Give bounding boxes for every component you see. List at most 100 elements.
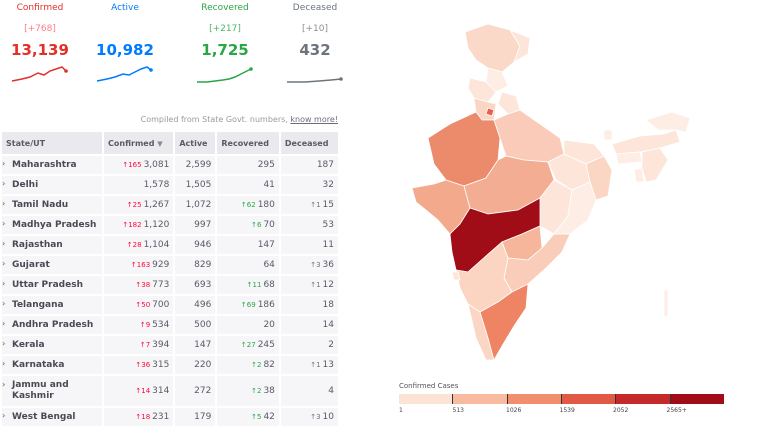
deceased-cell: ↑1 15: [280, 196, 338, 214]
map-state-jk[interactable]: [464, 23, 521, 73]
deceased-delta-badge: ↑1: [310, 281, 320, 289]
legend-tick-label: 2052: [613, 407, 629, 414]
state-name: Andhra Pradesh: [12, 320, 94, 330]
header-recovered[interactable]: Recovered: [217, 132, 279, 154]
deceased-cell: ↑1 13: [280, 356, 338, 374]
state-name: Tamil Nadu: [12, 200, 69, 210]
state-name-cell[interactable]: › Andhra Pradesh: [2, 316, 102, 334]
deceased-cell: ↑1 12: [280, 276, 338, 294]
recovered-delta: 27: [246, 341, 256, 349]
arrow-up-icon: ↑: [251, 387, 257, 395]
confirmed-label: Confirmed: [16, 3, 64, 13]
recovered-value: 41: [263, 180, 275, 190]
confirmed-delta: 28: [132, 241, 142, 249]
map-state-goa[interactable]: [451, 271, 461, 281]
active-cell: 1,505: [175, 176, 216, 194]
map-state-tamilnadu[interactable]: [479, 283, 529, 362]
table-row[interactable]: › Karnataka ↑36 315 220 ↑2 82 ↑1 13: [2, 356, 338, 374]
state-name-cell[interactable]: › Karnataka: [2, 356, 102, 374]
recovered-cell: ↑64: [217, 256, 279, 274]
recovered-cell: ↑41: [217, 176, 279, 194]
legend-swatch: [670, 394, 724, 404]
state-name: Jammu and Kashmir: [12, 380, 69, 401]
deceased-cell: ↑4: [280, 376, 338, 406]
state-name-cell[interactable]: › Kerala: [2, 336, 102, 354]
map-state-tripura[interactable]: [633, 167, 645, 183]
confirmed-value: 315: [152, 360, 170, 370]
header-deceased[interactable]: Deceased: [280, 132, 338, 154]
state-name-cell[interactable]: › Delhi: [2, 176, 102, 194]
map-state-delhi[interactable]: [485, 107, 495, 117]
map-state-up[interactable]: [493, 109, 565, 163]
deceased-delta: 1: [316, 361, 321, 369]
legend-tick-label: 2565+: [666, 407, 687, 414]
map-state-sikkim[interactable]: [603, 129, 613, 141]
map-state-arunachal[interactable]: [645, 111, 691, 133]
state-name-cell[interactable]: › Maharashtra: [2, 156, 102, 174]
recovered-value: 295: [257, 160, 275, 170]
deceased-value: 36: [322, 260, 334, 270]
arrow-up-icon: ↑: [240, 301, 247, 309]
know-more-link[interactable]: know more!: [290, 115, 338, 124]
arrow-up-icon: ↑: [310, 201, 317, 209]
recovered-stat: Recovered [+217] 1,725: [185, 0, 265, 85]
confirmed-cell: ↑165 3,081: [104, 156, 174, 174]
recovered-value: 38: [263, 386, 275, 396]
confirmed-value: 314: [152, 386, 170, 396]
arrow-up-icon: ↑: [139, 321, 146, 329]
recovered-delta: 2: [256, 387, 262, 395]
map-state-ladakh[interactable]: [509, 29, 531, 63]
map-state-rajasthan[interactable]: [427, 111, 501, 187]
state-name-cell[interactable]: › Telangana: [2, 296, 102, 314]
recovered-delta-badge: ↑69: [241, 301, 256, 309]
state-name-cell[interactable]: › Jammu and Kashmir: [2, 376, 102, 406]
state-name-cell[interactable]: › Gujarat: [2, 256, 102, 274]
deceased-cell: ↑3 36: [280, 256, 338, 274]
legend-swatch: [507, 394, 562, 404]
arrow-up-icon: ↑: [126, 201, 133, 209]
deceased-delta: 1: [316, 281, 321, 289]
state-name-cell[interactable]: › Tamil Nadu: [2, 196, 102, 214]
recovered-cell: ↑2 38: [217, 376, 279, 406]
map-state-meghalaya[interactable]: [615, 151, 643, 165]
map-state-hp[interactable]: [485, 67, 509, 93]
state-name-cell[interactable]: › Madhya Pradesh: [2, 216, 102, 234]
confirmed-cell: ↑25 1,267: [104, 196, 174, 214]
deceased-cell: ↑18: [280, 296, 338, 314]
chevron-right-icon: ›: [2, 339, 6, 348]
map-state-assam[interactable]: [611, 129, 681, 155]
table-row[interactable]: › Tamil Nadu ↑25 1,267 1,072 ↑62 180 ↑1 15: [2, 196, 338, 214]
map-state-andaman[interactable]: [663, 289, 669, 317]
table-row[interactable]: › Uttar Pradesh ↑38 773 693 ↑11 68 ↑1 12: [2, 276, 338, 294]
arrow-up-icon: ↑: [310, 361, 317, 369]
recovered-value: 186: [257, 300, 275, 310]
state-name: Uttar Pradesh: [12, 280, 83, 290]
arrow-up-icon: ↑: [135, 301, 142, 309]
arrow-up-icon: ↑: [139, 341, 146, 349]
deceased-label: Deceased: [292, 3, 338, 13]
header-confirmed[interactable]: Confirmed ▼: [104, 132, 174, 154]
recovered-delta-badge: ↑6: [251, 221, 261, 229]
recovered-value: 42: [263, 412, 275, 422]
recovered-delta-badge: ↑2: [251, 387, 261, 395]
state-name-cell[interactable]: › Rajasthan: [2, 236, 102, 254]
state-name-cell[interactable]: › West Bengal: [2, 408, 102, 426]
state-name-cell[interactable]: › Uttar Pradesh: [2, 276, 102, 294]
header-active[interactable]: Active: [175, 132, 216, 154]
map-state-ne[interactable]: [641, 147, 669, 183]
header-state[interactable]: State/UT: [2, 132, 102, 154]
map-legend: Confirmed Cases 1 513 1026 1539 2052 2565+: [399, 382, 724, 416]
table-row[interactable]: › West Bengal ↑18 231 179 ↑5 42 ↑3 10: [2, 408, 338, 426]
map-state-karnataka[interactable]: [455, 241, 513, 313]
arrow-up-icon: ↑: [135, 281, 142, 289]
recovered-cell: ↑20: [217, 316, 279, 334]
